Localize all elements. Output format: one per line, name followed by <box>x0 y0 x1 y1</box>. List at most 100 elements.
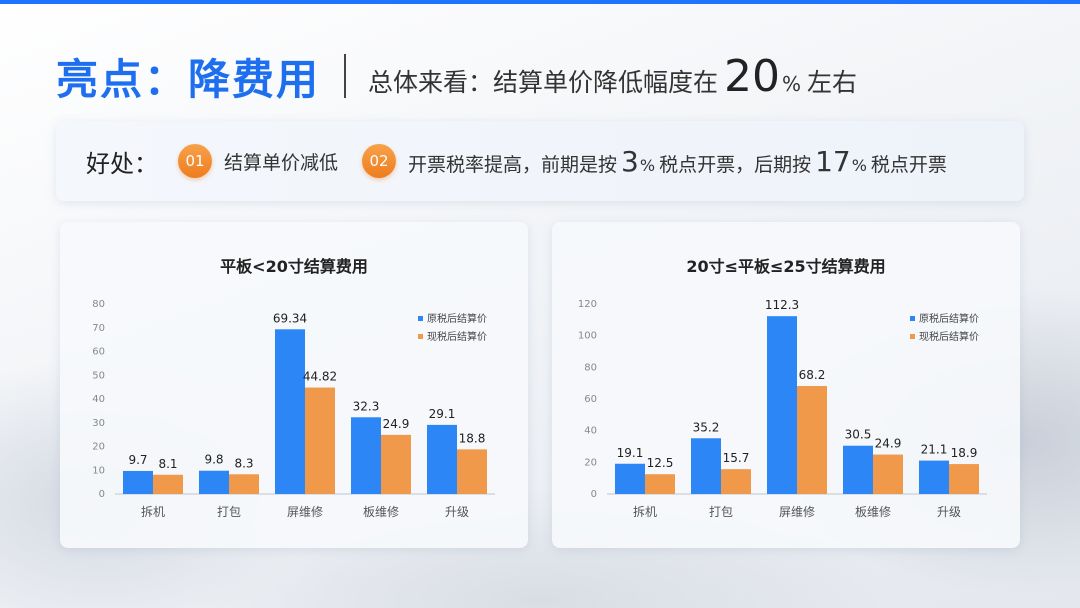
benefit-badge-2: 02 <box>362 144 397 178</box>
benefit-2-unit-b: % <box>851 155 867 175</box>
bar-before <box>275 329 305 494</box>
bar-after <box>645 474 675 494</box>
bar-before <box>123 470 153 494</box>
y-tick-label: 70 <box>92 323 105 334</box>
chart-panel-small-tablet: 平板<20寸结算费用 0 10 20 30 40 50 60 70 80 9.7 8.1 拆机 9.8 8.… <box>60 222 528 548</box>
bar-chart-small-tablet: 平板<20寸结算费用 0 10 20 30 40 50 60 70 80 9.7 8.1 拆机 9.8 8.… <box>92 257 495 519</box>
benefit-2-text-a: 开票税率提高，前期是按 <box>408 153 618 176</box>
subtitle-prefix: 总体来看：结算单价降低幅度在 <box>368 67 719 97</box>
bar-before <box>843 445 873 494</box>
y-tick-label: 0 <box>99 489 105 500</box>
y-tick-label: 100 <box>578 331 597 342</box>
data-label: 24.9 <box>383 417 410 431</box>
bar-before <box>351 417 381 494</box>
data-label: 9.7 <box>128 453 147 467</box>
bar-after <box>797 386 827 494</box>
bar-before <box>767 316 797 494</box>
chart-panel-medium-tablet: 20寸≤平板≤25寸结算费用 0 20 40 60 80 100 120 19.1 12.5 拆机 3… <box>552 222 1020 548</box>
benefits-label: 好处： <box>86 149 158 178</box>
legend-swatch <box>418 316 423 321</box>
benefit-2-num-b: 17 <box>815 144 851 178</box>
page-subtitle: 总体来看：结算单价降低幅度在 20 % 左右 <box>368 51 857 102</box>
benefit-1-text: 结算单价减低 <box>224 151 339 174</box>
data-label: 12.5 <box>647 456 674 470</box>
x-tick-label: 打包 <box>709 505 733 519</box>
benefits-box: 好处： 01 结算单价减低 02 开票税率提高，前期是按 3 % 税点开票，后期… <box>56 121 1024 201</box>
data-label: 8.1 <box>158 457 177 471</box>
y-tick-label: 10 <box>92 465 105 476</box>
data-label: 21.1 <box>921 443 948 457</box>
x-tick-label: 屏维修 <box>287 504 323 519</box>
top-accent-bar <box>0 0 1080 4</box>
y-tick-label: 40 <box>584 426 597 437</box>
title-row: 亮点：降费用 总体来看：结算单价降低幅度在 20 % 左右 <box>56 48 857 104</box>
bar-after <box>457 449 487 494</box>
subtitle-number: 20 <box>724 50 781 102</box>
x-tick-label: 升级 <box>937 505 961 519</box>
x-tick-label: 屏维修 <box>779 504 815 519</box>
bar-after <box>721 469 751 494</box>
data-label: 24.9 <box>875 437 902 451</box>
y-tick-label: 20 <box>92 442 105 453</box>
y-tick-label: 40 <box>92 394 105 405</box>
y-tick-label: 80 <box>92 299 105 310</box>
bar-before <box>691 438 721 494</box>
y-tick-label: 30 <box>92 418 105 429</box>
bar-before <box>919 460 949 494</box>
y-tick-label: 60 <box>584 394 597 405</box>
x-tick-label: 板维修 <box>855 504 891 519</box>
bar-after <box>381 434 411 494</box>
benefit-2-unit-a: % <box>639 155 656 175</box>
data-label: 9.8 <box>204 453 223 467</box>
x-tick-label: 拆机 <box>633 504 657 519</box>
legend-label: 现税后结算价 <box>919 330 979 343</box>
benefit-2-text-c: 税点开票 <box>870 153 947 176</box>
x-tick-label: 打包 <box>217 505 241 519</box>
x-tick-label: 拆机 <box>141 504 165 519</box>
benefit-2-text-b: 税点开票，后期按 <box>659 153 812 176</box>
y-tick-label: 120 <box>578 299 597 310</box>
x-tick-label: 升级 <box>445 505 469 519</box>
data-label: 19.1 <box>617 446 644 460</box>
data-label: 18.8 <box>459 431 486 445</box>
legend-label: 原税后结算价 <box>427 312 487 325</box>
chart-title: 平板<20寸结算费用 <box>220 257 368 276</box>
y-tick-label: 20 <box>584 457 597 468</box>
data-label: 29.1 <box>429 407 456 421</box>
data-label: 8.3 <box>234 456 253 470</box>
benefit-text-2: 开票税率提高，前期是按 3 % 税点开票，后期按 17 % 税点开票 <box>408 145 947 178</box>
legend-swatch <box>910 334 915 339</box>
data-label: 18.9 <box>951 446 978 460</box>
y-tick-label: 80 <box>584 362 597 373</box>
bar-before <box>427 424 457 494</box>
y-tick-label: 0 <box>591 489 597 500</box>
bar-after <box>153 474 183 494</box>
chart-title: 20寸≤平板≤25寸结算费用 <box>686 257 885 276</box>
bar-after <box>873 454 903 494</box>
benefit-badge-1: 01 <box>178 144 212 178</box>
bar-before <box>615 463 645 494</box>
data-label: 30.5 <box>845 428 872 442</box>
title-divider <box>344 54 347 98</box>
bar-after <box>229 474 259 494</box>
bar-before <box>199 470 229 494</box>
subtitle-suffix: 左右 <box>807 67 858 97</box>
data-label: 15.7 <box>723 451 750 465</box>
y-tick-label: 60 <box>92 347 105 358</box>
bar-after <box>949 464 979 494</box>
legend-label: 现税后结算价 <box>427 330 487 343</box>
data-label: 32.3 <box>353 399 380 413</box>
data-label: 69.34 <box>273 311 307 325</box>
benefit-text-1: 结算单价减低 <box>224 148 338 175</box>
y-tick-label: 50 <box>92 370 105 381</box>
data-label: 35.2 <box>693 420 720 434</box>
legend-swatch <box>418 334 423 339</box>
bar-after <box>305 387 335 494</box>
bar-chart-medium-tablet: 20寸≤平板≤25寸结算费用 0 20 40 60 80 100 120 19.112.5 拆机 3… <box>578 257 987 519</box>
benefit-2-num-a: 3 <box>621 144 639 178</box>
legend-label: 原税后结算价 <box>919 312 979 325</box>
legend-swatch <box>910 316 915 321</box>
page-title: 亮点：降费用 <box>56 54 321 104</box>
data-label: 112.3 <box>765 298 799 312</box>
data-label: 44.82 <box>303 370 337 384</box>
